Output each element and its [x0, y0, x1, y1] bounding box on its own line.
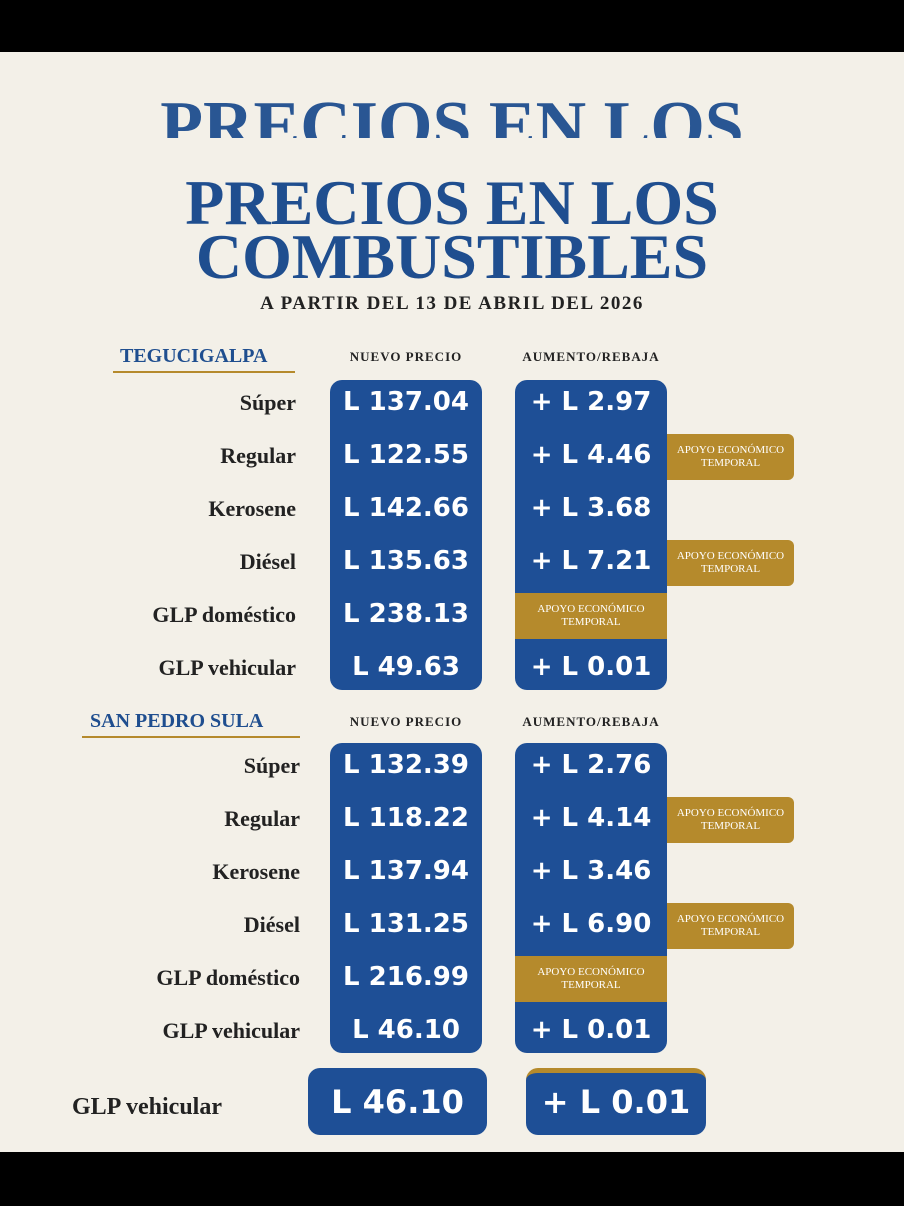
change-value: + L 3.68 [530, 493, 652, 523]
price-value: L 132.39 [343, 750, 469, 780]
ghost-fuel: GLP vehicular [72, 1094, 222, 1120]
column-header: NUEVO PRECIO [349, 349, 463, 364]
change-value: + L 0.01 [530, 652, 652, 682]
price-value: L 142.66 [343, 493, 469, 523]
fuel-label: Kerosene [208, 496, 296, 521]
price-value: L 118.22 [343, 803, 469, 833]
fuel-label: GLP doméstico [152, 602, 296, 627]
city-label: SAN PEDRO SULA [90, 710, 264, 732]
city-label: TEGUCIGALPA [120, 345, 268, 367]
fuel-label: Regular [220, 443, 296, 468]
price-value: L 131.25 [343, 909, 469, 939]
ghost-price: L 46.10 [331, 1083, 464, 1121]
ghost-price-box [308, 1068, 487, 1135]
fuel-label: Diésel [243, 912, 300, 937]
change-note: APOYO ECONÓMICO TEMPORAL [515, 593, 667, 639]
change-value: + L 0.01 [530, 1015, 652, 1045]
fuel-label: Súper [243, 753, 300, 778]
change-value: + L 4.14 [530, 803, 652, 833]
column-header: NUEVO PRECIO [349, 714, 463, 729]
fuel-label: GLP doméstico [156, 965, 300, 990]
fuel-label: Regular [224, 806, 300, 831]
price-value: L 49.63 [352, 652, 460, 682]
fuel-label: Diésel [239, 549, 296, 574]
fuel-label: GLP vehicular [158, 655, 297, 680]
price-value: L 135.63 [343, 546, 469, 576]
price-value: L 137.94 [343, 856, 469, 886]
fuel-label: Kerosene [212, 859, 300, 884]
title: COMBUSTIBLES [195, 221, 709, 292]
change-value: + L 3.46 [530, 856, 652, 886]
support-tag: APOYO ECONÓMICO TEMPORAL [667, 434, 794, 480]
change-value: + L 2.76 [530, 750, 652, 780]
ghost-title: PRECIOS EN LOS [160, 88, 744, 138]
price-value: L 238.13 [343, 599, 469, 629]
price-panel [330, 380, 482, 690]
change-value: + L 2.97 [530, 387, 652, 417]
price-panel [330, 743, 482, 1053]
column-header: AUMENTO/REBAJA [522, 349, 660, 364]
support-tag: APOYO ECONÓMICO TEMPORAL [667, 797, 794, 843]
city-underline [82, 736, 300, 738]
change-value: + L 6.90 [530, 909, 652, 939]
title: PRECIOS EN LOS [185, 167, 719, 238]
subtitle: A PARTIR DEL 13 DE ABRIL DEL 2026 [260, 293, 644, 314]
fuel-label: GLP vehicular [162, 1018, 301, 1043]
support-tag: APOYO ECONÓMICO TEMPORAL [667, 540, 794, 586]
change-note: APOYO ECONÓMICO TEMPORAL [515, 956, 667, 1002]
fuel-label: Súper [239, 390, 296, 415]
ghost-change-box [526, 1068, 706, 1135]
price-value: L 122.55 [343, 440, 469, 470]
price-value: L 46.10 [352, 1015, 460, 1045]
price-value: L 216.99 [343, 962, 469, 992]
change-value: + L 4.46 [530, 440, 652, 470]
ghost-change: + L 0.01 [541, 1083, 691, 1121]
price-value: L 137.04 [343, 387, 469, 417]
column-header: AUMENTO/REBAJA [522, 714, 660, 729]
change-panel [515, 743, 667, 1053]
city-underline [113, 371, 295, 373]
change-panel [515, 380, 667, 690]
support-tag: APOYO ECONÓMICO TEMPORAL [667, 903, 794, 949]
change-value: + L 7.21 [530, 546, 652, 576]
